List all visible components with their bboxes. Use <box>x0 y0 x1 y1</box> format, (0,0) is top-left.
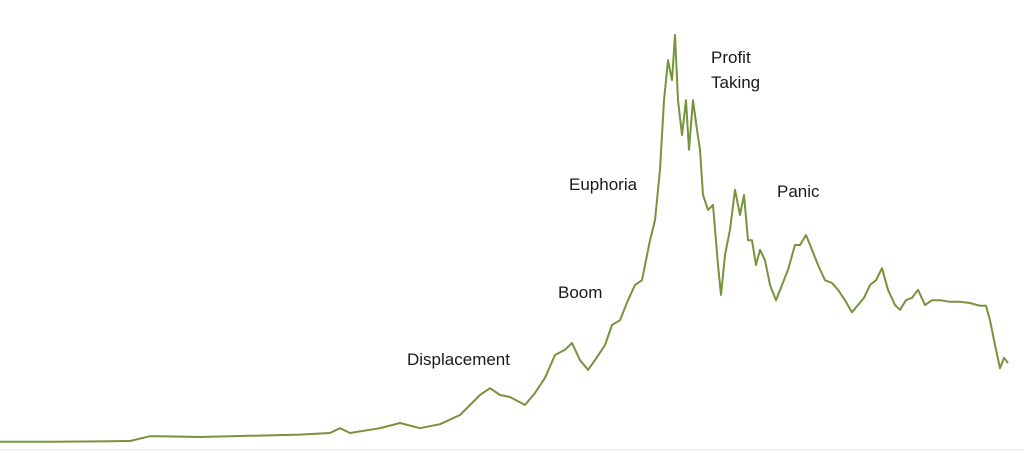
annotation: Profit Taking <box>711 48 761 92</box>
annotation: Displacement <box>407 350 510 369</box>
annotation: Panic <box>777 182 820 201</box>
price-line <box>0 34 1009 443</box>
annotation: Euphoria <box>569 175 638 194</box>
annotation: Boom <box>558 283 603 302</box>
